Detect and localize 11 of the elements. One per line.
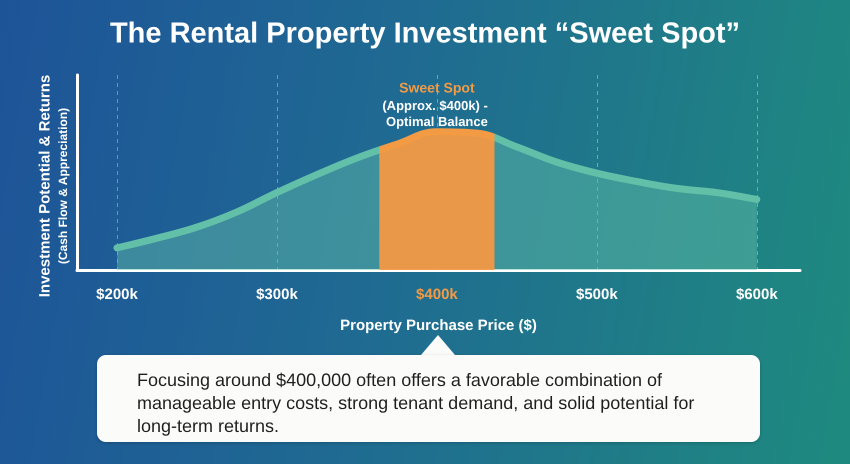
- x-tick-label: $200k: [96, 286, 138, 303]
- text: (Approx. $400k) - Optimal Balance: [382, 98, 492, 130]
- y-axis-title: Investment Potential & Returns: [36, 74, 54, 298]
- text: (Cash Flow & Appreciation): [56, 108, 70, 264]
- x-tick-label: $300k: [256, 286, 298, 303]
- x-axis-title: Property Purchase Price ($): [340, 317, 537, 334]
- x-tick-label: $500k: [576, 286, 618, 303]
- x-tick-label: $600k: [736, 286, 778, 303]
- x-tick-label: $400k: [416, 286, 458, 303]
- band-label: Sweet Spot: [399, 80, 475, 96]
- chart-title: The Rental Property Investment “Sweet Spot”: [110, 18, 740, 50]
